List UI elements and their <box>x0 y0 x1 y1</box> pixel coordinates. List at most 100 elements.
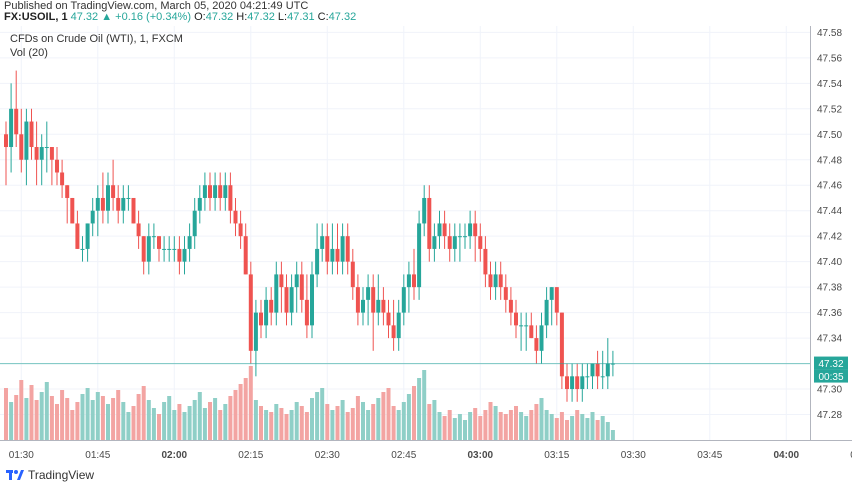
candle-body <box>55 159 59 173</box>
candle-body <box>355 287 360 313</box>
candle-body <box>187 236 192 249</box>
candle-body <box>136 223 141 237</box>
volume-bar <box>44 382 49 440</box>
volume-bar <box>315 392 320 440</box>
candle-body <box>197 197 202 211</box>
volume-bar <box>539 398 544 440</box>
volume-bar <box>253 400 258 440</box>
last-price: 47.32 <box>70 11 99 23</box>
price-tick-label: 47.30 <box>817 385 842 396</box>
open-label: O: <box>194 11 206 23</box>
time-tick-label: 03:00 <box>468 450 494 461</box>
volume-bar <box>304 412 309 440</box>
candle-body <box>340 236 345 262</box>
candle-body <box>590 363 595 377</box>
candle-body <box>396 312 401 339</box>
volume-bar <box>90 400 95 440</box>
time-tick-label: 03:45 <box>697 450 722 461</box>
volume-bar <box>55 404 59 440</box>
candle-body <box>157 236 161 249</box>
time-axis[interactable]: 01:30 01:45 02:00 02:15 02:30 02:45 03:00 03:15… <box>9 450 852 461</box>
volume-bar <box>442 416 447 440</box>
footer: TradingView <box>0 466 852 485</box>
volume-bar <box>187 406 192 440</box>
candle-body <box>488 274 493 288</box>
close-label: C: <box>317 11 329 23</box>
volume-bar <box>218 410 223 440</box>
time-tick-label: 03:15 <box>544 450 569 461</box>
candle-body <box>432 236 437 249</box>
volume-bar <box>488 402 493 440</box>
candle-body <box>386 312 391 326</box>
candle-body <box>427 197 432 249</box>
price-chart[interactable]: 47.28 47.30 47.32 47.34 47.36 47.38 47.40 47.42… <box>0 26 852 466</box>
volume-bar <box>427 404 432 440</box>
volume-bar <box>498 412 503 440</box>
candle-body <box>253 312 258 351</box>
candle-body <box>534 338 539 351</box>
candle-body <box>24 121 29 160</box>
volume-bar <box>106 404 110 440</box>
candle-body <box>524 325 529 327</box>
candle-body <box>223 185 228 198</box>
bar-countdown-label: 00:35 <box>818 372 843 383</box>
candle-body <box>310 274 314 326</box>
price-tick-label: 47.42 <box>817 232 842 243</box>
volume-bar <box>473 408 478 440</box>
time-tick-label: 04:00 <box>774 450 800 461</box>
time-tick-label: 01:45 <box>85 450 110 461</box>
candle-body <box>44 147 49 149</box>
candle-body <box>14 108 19 135</box>
candle-body <box>100 197 105 211</box>
candle-body <box>182 248 187 262</box>
volume-bar <box>575 410 580 440</box>
volume-bars <box>4 366 615 440</box>
candle-body <box>605 363 610 377</box>
volume-bar <box>345 412 350 440</box>
volume-bar <box>65 398 70 440</box>
tradingview-logo[interactable]: TradingView <box>6 468 94 482</box>
candle-body <box>116 197 121 211</box>
volume-bar <box>529 410 534 440</box>
high-label: H: <box>236 11 248 23</box>
volume-bar <box>401 402 406 440</box>
volume-bar <box>549 414 554 440</box>
volume-bar <box>422 370 427 440</box>
candle-body <box>335 248 340 262</box>
candle-body <box>49 147 54 160</box>
change-arrow-icon: ▲ <box>101 11 113 23</box>
time-tick-label: 01:30 <box>9 450 34 461</box>
price-tick-label: 47.34 <box>817 334 842 345</box>
candle-body <box>213 185 218 198</box>
candlesticks <box>4 70 615 402</box>
volume-bar <box>192 400 197 440</box>
candle-body <box>570 376 575 390</box>
candle-body <box>121 197 126 211</box>
candle-body <box>539 325 544 351</box>
volume-bar <box>14 395 19 440</box>
candle-body <box>478 236 483 249</box>
symbol-label[interactable]: FX:USOIL, 1 <box>4 11 68 23</box>
candle-body <box>202 185 207 198</box>
low-value: 47.31 <box>287 11 315 23</box>
candle-body <box>554 287 559 313</box>
volume-bar <box>452 418 457 440</box>
volume-bar <box>350 408 355 440</box>
candle-body <box>162 248 167 250</box>
volume-bar <box>223 404 228 440</box>
candle-body <box>350 261 355 288</box>
volume-bar <box>131 406 136 440</box>
volume-bar <box>386 388 391 440</box>
candle-body <box>315 248 320 275</box>
price-tick-label: 47.36 <box>817 308 842 319</box>
volume-bar <box>463 420 467 440</box>
volume-bar <box>294 402 299 440</box>
volume-bar <box>335 406 340 440</box>
price-tick-label: 47.38 <box>817 283 842 294</box>
chart-legend-title: CFDs on Crude Oil (WTI), 1, FXCM <box>10 33 183 45</box>
candle-body <box>559 312 564 377</box>
candle-body <box>289 287 294 313</box>
volume-bar <box>376 398 381 440</box>
volume-bar <box>70 410 75 440</box>
candle-body <box>575 376 580 390</box>
